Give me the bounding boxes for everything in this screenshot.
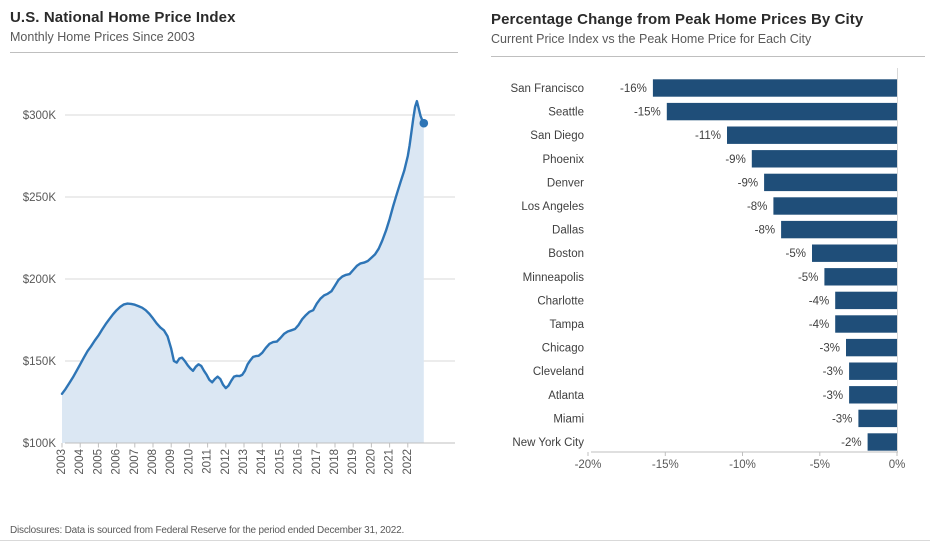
bar-category-label: Chicago	[542, 343, 584, 355]
x-axis-tick-label: 2012	[220, 449, 232, 475]
x-axis-tick-label: 2013	[238, 449, 250, 475]
left-chart-header: U.S. National Home Price Index Monthly H…	[10, 9, 458, 44]
bar-value-label: -9%	[738, 177, 758, 189]
bar-value-label: -2%	[841, 437, 861, 449]
bar-value-label: -8%	[755, 225, 775, 237]
bar-value-label: -3%	[823, 390, 843, 402]
bar-category-label: Denver	[547, 177, 584, 189]
bar-category-label: Charlotte	[537, 295, 584, 307]
bar	[849, 386, 897, 404]
y-axis-tick-label: $150K	[23, 356, 57, 368]
bar	[781, 220, 897, 239]
x-axis-tick-label: 2006	[111, 449, 123, 475]
x-axis-tick-label: 0%	[889, 459, 906, 471]
bar-value-label: -4%	[809, 319, 829, 331]
y-axis-tick-label: $250K	[23, 192, 57, 204]
bar-category-label: New York City	[512, 437, 584, 449]
left-chart-title: U.S. National Home Price Index	[10, 9, 236, 26]
price-area-fill	[62, 101, 424, 443]
bar	[666, 102, 897, 121]
x-axis-tick-label: 2014	[256, 448, 268, 474]
bar-category-label: Boston	[548, 248, 584, 260]
x-axis-tick-label: -20%	[575, 459, 602, 471]
x-axis-tick-label: 2010	[183, 449, 195, 475]
x-axis-tick-label: 2021	[384, 449, 396, 475]
bar	[824, 268, 897, 286]
bar-value-label: -3%	[823, 366, 843, 378]
disclosure-note: Disclosures: Data is sourced from Federa…	[10, 525, 405, 536]
x-axis-tick-label: 2019	[347, 449, 359, 475]
x-axis-tick-label: 2004	[74, 448, 86, 474]
right-chart-header: Percentage Change from Peak Home Prices …	[491, 11, 925, 46]
bar-value-label: -9%	[725, 154, 745, 166]
bar-value-label: -15%	[634, 107, 661, 119]
x-axis-tick-label: 2015	[274, 449, 286, 475]
bar-value-label: -8%	[747, 201, 767, 213]
x-axis-tick-label: 2020	[365, 449, 377, 475]
bar	[764, 173, 897, 192]
right-chart-subtitle: Current Price Index vs the Peak Home Pri…	[491, 32, 812, 46]
bar-value-label: -5%	[798, 272, 818, 284]
right-chart-title: Percentage Change from Peak Home Prices …	[491, 11, 864, 28]
bar-value-label: -4%	[809, 295, 829, 307]
bar-category-label: Dallas	[552, 225, 584, 237]
x-axis-tick-label: 2011	[202, 449, 214, 474]
bar-value-label: -5%	[786, 248, 806, 260]
bar-value-label: -11%	[695, 130, 721, 142]
bar-value-label: -3%	[832, 413, 852, 425]
x-axis-tick-label: -5%	[810, 459, 830, 471]
bottom-rule	[0, 540, 930, 541]
x-axis-tick-label: 2008	[147, 449, 159, 475]
bar-category-label: Atlanta	[548, 390, 584, 402]
x-axis-tick-label: 2017	[311, 449, 323, 475]
price-line	[60, 99, 425, 395]
x-axis-tick-label: 2005	[92, 449, 104, 475]
left-header-divider	[10, 52, 458, 53]
x-axis-tick-label: 2007	[129, 449, 141, 475]
bar	[773, 197, 897, 215]
bar-category-label: Miami	[553, 413, 584, 425]
y-axis-tick-label: $300K	[23, 110, 57, 122]
x-axis-tick-label: 2009	[165, 449, 177, 475]
bar	[812, 244, 897, 262]
bar	[652, 79, 897, 97]
bar	[751, 150, 897, 168]
latest-value-marker	[419, 118, 429, 128]
bar	[835, 291, 897, 310]
x-axis-tick-label: -10%	[729, 459, 756, 471]
bar-category-label: Phoenix	[542, 154, 584, 166]
bar-category-label: San Francisco	[510, 83, 584, 95]
bar-category-label: Seattle	[548, 107, 584, 119]
bar-category-label: San Diego	[530, 130, 584, 142]
bar	[858, 409, 897, 428]
x-axis-tick-label: 2016	[293, 449, 305, 475]
x-axis-tick-label: 2018	[329, 449, 341, 475]
left-chart-subtitle: Monthly Home Prices Since 2003	[10, 30, 195, 44]
bar-category-label: Minneapolis	[523, 272, 585, 284]
bar-value-label: -16%	[620, 83, 647, 95]
bar	[846, 338, 897, 357]
x-axis-tick-label: 2022	[402, 449, 414, 475]
bar	[835, 315, 897, 333]
x-axis-tick-label: 2003	[56, 449, 68, 475]
bar-value-label: -3%	[820, 343, 840, 355]
bar-category-label: Los Angeles	[521, 201, 584, 213]
y-axis-tick-label: $200K	[23, 274, 57, 286]
bar	[867, 433, 897, 451]
x-axis-tick-label: -15%	[652, 459, 679, 471]
bar	[849, 362, 897, 380]
bar-category-label: Tampa	[549, 319, 584, 331]
bar-category-label: Cleveland	[533, 366, 584, 378]
bar	[727, 126, 897, 144]
y-axis-tick-label: $100K	[23, 438, 57, 450]
right-header-divider	[491, 56, 925, 57]
